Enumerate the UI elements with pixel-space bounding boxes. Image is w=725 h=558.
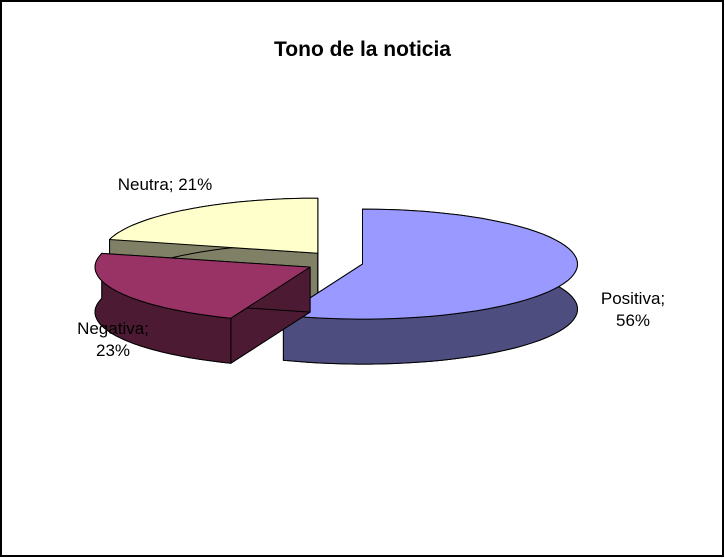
slice — [109, 197, 319, 254]
data-label: Positiva; 56% — [600, 289, 666, 330]
slice — [282, 208, 578, 320]
data-label: Negativa; 23% — [77, 319, 149, 360]
data-label: Neutra; 21% — [117, 175, 213, 194]
slice — [94, 252, 311, 319]
chart-title: Tono de la noticia — [274, 38, 451, 61]
